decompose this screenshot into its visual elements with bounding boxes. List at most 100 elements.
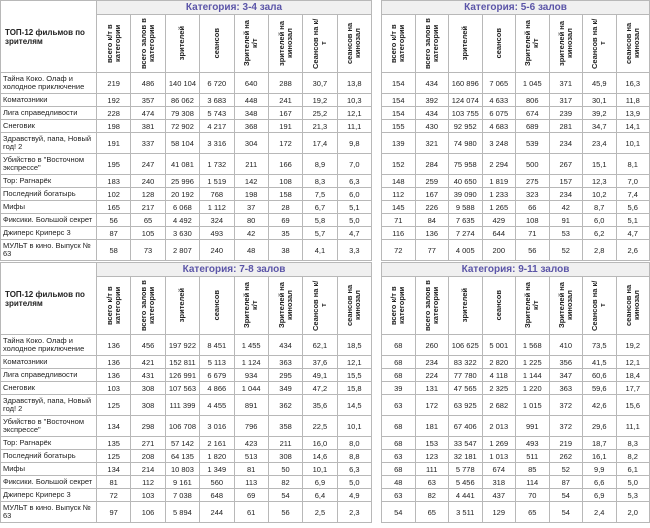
- cell: 58: [95, 239, 132, 261]
- cell: 3 316: [199, 132, 235, 154]
- cell: 52: [548, 239, 583, 261]
- data-row: Коматозники 136 421 152 811 5 113 1 124 363 37,…: [0, 355, 373, 369]
- cell: 66: [515, 200, 550, 214]
- cell: 281: [548, 119, 583, 133]
- cell: 3 248: [481, 132, 516, 154]
- cell: 8,1: [615, 153, 650, 175]
- film-name: Тор: Рагнарёк: [0, 174, 97, 188]
- cell: 33 547: [448, 436, 483, 450]
- cell: 2 820: [481, 355, 516, 369]
- cell: 10,1: [615, 132, 650, 154]
- cell: 165: [95, 200, 132, 214]
- cell: 63: [414, 475, 449, 489]
- cell: 358: [267, 415, 304, 437]
- cell: 8 451: [199, 334, 235, 356]
- cell: 372: [548, 394, 583, 416]
- data-row: 68 111 5 778 674 85 52 9,9 6,1: [381, 462, 650, 476]
- cell: 214: [130, 462, 166, 476]
- cell: 1 819: [481, 174, 516, 188]
- cell: 431: [130, 368, 166, 382]
- header-row: всего к/т в категории всего залов в катег…: [381, 276, 650, 335]
- data-row: 72 77 4 005 200 56 52 2,8 2,6: [381, 239, 650, 261]
- cell: 103 755: [448, 106, 483, 120]
- data-row: МУЛЬТ в кино. Выпуск № 63 58 73 2 807 240 48 3…: [0, 239, 373, 261]
- cell: 37,6: [302, 355, 338, 369]
- cell: 5,7: [302, 226, 338, 240]
- cell: 239: [548, 106, 583, 120]
- cell: 9,9: [582, 462, 617, 476]
- cell: 3 630: [164, 226, 201, 240]
- cell: 135: [95, 436, 132, 450]
- data-row: 139 321 74 980 3 248 539 234 23,4 10,1: [381, 132, 650, 154]
- cell: 228: [95, 106, 132, 120]
- cell: 6,7: [302, 200, 338, 214]
- data-table: Категория: 5-6 залов всего к/т в категори…: [381, 0, 650, 261]
- category-title: Категория: 5-6 залов: [381, 0, 650, 15]
- cell: 154: [381, 106, 416, 120]
- data-row: 112 167 39 090 1 233 323 234 10,2 7,4: [381, 187, 650, 201]
- cell: 23,4: [582, 132, 617, 154]
- cell: 123: [414, 449, 449, 463]
- category-title: Категория: 7-8 залов: [96, 262, 372, 277]
- column-label: зрителей на кинозал: [276, 21, 294, 66]
- cell: 12,1: [615, 355, 650, 369]
- cell: 197 922: [164, 334, 201, 356]
- cell: 362: [267, 394, 304, 416]
- data-row: Тайна Коко. Олаф и холодное приключение 1…: [0, 334, 373, 356]
- category-title: Категория: 9-11 залов: [381, 262, 650, 277]
- cell: 1 144: [515, 368, 550, 382]
- film-name: МУЛЬТ в кино. Выпуск № 63: [0, 501, 97, 523]
- cell: 2 294: [481, 153, 516, 175]
- cell: 68: [381, 355, 416, 369]
- column-header: всего залов в категории: [130, 276, 166, 335]
- cell: 7,4: [615, 187, 650, 201]
- cell: 48: [233, 239, 269, 261]
- cell: 381: [130, 119, 166, 133]
- cell: 112: [381, 187, 416, 201]
- cell: 68: [381, 436, 416, 450]
- corner-cell: ТОП-12 фильмов по зрителям: [0, 0, 97, 73]
- cell: 5,0: [615, 475, 650, 489]
- cell: 136: [95, 334, 132, 356]
- data-row: 154 434 103 755 6 075 674 239 39,2 13,9: [381, 106, 650, 120]
- cell: 65: [130, 213, 166, 227]
- cell: 116: [381, 226, 416, 240]
- cell: 2,8: [582, 239, 617, 261]
- cell: 12,3: [582, 174, 617, 188]
- cell: 13,9: [615, 106, 650, 120]
- cell: 35,6: [302, 394, 338, 416]
- cell: 2,3: [336, 501, 373, 523]
- cell: 69: [233, 488, 269, 502]
- data-row: Убийство в "Восточном экспрессе" 134 298 10…: [0, 415, 373, 437]
- cell: 19,2: [302, 93, 338, 107]
- cell: 7,0: [336, 153, 373, 175]
- cell: 6,0: [336, 187, 373, 201]
- cell: 16,0: [302, 436, 338, 450]
- cell: 5,0: [336, 475, 373, 489]
- cell: 106 708: [164, 415, 201, 437]
- column-label: сеансов на кинозал: [345, 22, 363, 65]
- cell: 284: [414, 153, 449, 175]
- cell: 208: [130, 449, 166, 463]
- cell: 357: [130, 93, 166, 107]
- column-label: зрителей: [460, 288, 470, 323]
- cell: 79 308: [164, 106, 201, 120]
- cell: 8,3: [302, 174, 338, 188]
- data-row: 63 123 32 181 1 013 511 262 16,1 8,2: [381, 449, 650, 463]
- cell: 15,6: [615, 394, 650, 416]
- cell: 4 866: [199, 381, 235, 395]
- cell: 224: [414, 368, 449, 382]
- cell: 107 563: [164, 381, 201, 395]
- cell: 59,6: [582, 381, 617, 395]
- column-label: сеансов на кинозал: [345, 284, 363, 327]
- cell: 10,1: [336, 415, 373, 437]
- cell: 423: [233, 436, 269, 450]
- film-name: Мифы: [0, 462, 97, 476]
- cell: 6,3: [336, 462, 373, 476]
- cell: 689: [515, 119, 550, 133]
- cell: 10 803: [164, 462, 201, 476]
- data-row: МУЛЬТ в кино. Выпуск № 63 97 106 5 894 244 61…: [0, 501, 373, 523]
- cell: 539: [515, 132, 550, 154]
- cell: 70: [515, 488, 550, 502]
- cell: 128: [130, 187, 166, 201]
